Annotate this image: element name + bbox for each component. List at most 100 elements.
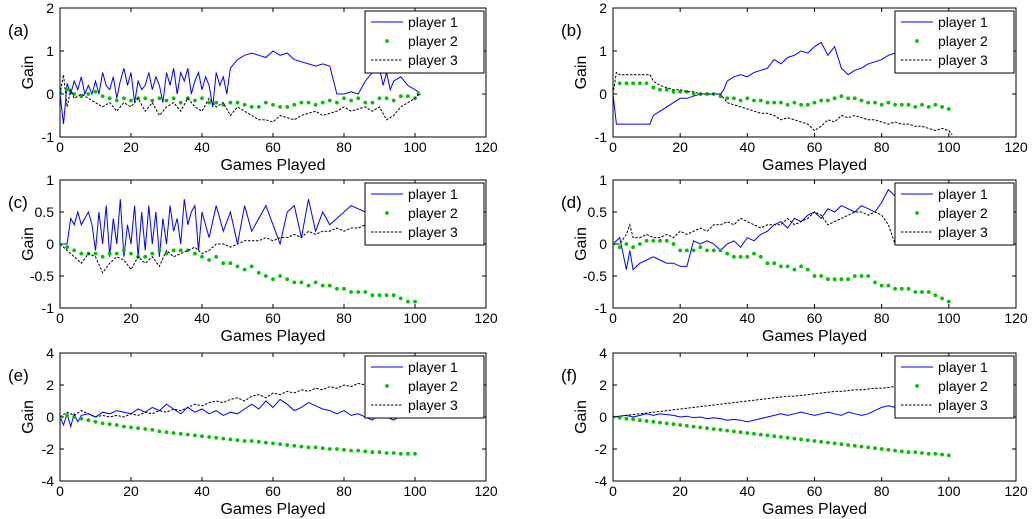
series-3-line [613,382,949,418]
data-point [752,98,756,103]
data-point [691,248,696,253]
data-point [214,100,219,105]
data-point [342,447,346,452]
legend: player 1 player 2 player 3 [894,182,1015,246]
data-point [79,94,84,99]
x-tick-label: 40 [194,483,210,499]
data-point [249,439,254,443]
data-point [207,258,212,262]
x-tick-label: 0 [56,139,64,155]
data-point [335,286,339,291]
data-point [129,425,133,430]
x-tick-label: 20 [123,483,139,499]
data-point [685,248,689,253]
data-point [805,438,810,443]
data-point [779,100,783,105]
y-axis-title: Gain [573,227,590,261]
x-tick-label: 60 [265,310,281,326]
data-point [200,254,204,259]
panel-label: (b) [561,21,582,40]
data-point [256,439,261,444]
data-point [940,296,944,301]
data-point [107,96,112,101]
data-point [349,448,353,453]
data-point [398,296,403,301]
data-point [631,81,635,86]
data-point [812,274,817,278]
legend-box [364,182,485,246]
data-point [664,87,669,92]
data-point [256,270,261,275]
data-point [886,447,891,452]
series-3-line [613,71,953,136]
data-point [651,419,656,424]
series-2-markers [60,87,421,109]
data-point [370,100,375,105]
data-point [852,96,857,101]
data-point [745,431,750,435]
data-point [200,96,204,101]
series-group [613,41,953,136]
data-point [249,105,254,109]
data-point [805,267,810,272]
data-point [933,293,938,298]
data-point [242,267,247,272]
legend: player 1 player 2 player 3 [894,10,1015,74]
data-point [617,245,622,250]
data-point [879,102,884,107]
data-point [745,254,750,259]
data-point [772,434,777,439]
data-point [214,435,219,440]
legend-entry: player 1 [408,359,458,375]
data-point [107,422,112,427]
panel-label: (c) [8,193,28,212]
data-point [242,439,247,443]
data-point [886,283,891,288]
series-2-markers [613,238,951,304]
series-1-line [60,398,416,429]
data-point [873,280,877,285]
data-point [193,98,197,103]
data-point [926,105,931,109]
data-point [342,96,346,101]
data-point [398,94,403,99]
data-point [792,267,797,272]
data-point [114,251,119,256]
data-point [363,290,368,294]
data-point [377,450,382,455]
data-point [235,438,240,443]
panel-e: 0 20 40 60 80 100 120 -4 -2 0 2 4 Games Played Gain (e… [8,345,498,518]
data-point [725,251,730,256]
x-tick-label: 80 [336,139,352,155]
data-point [327,447,332,451]
data-point [745,96,750,101]
legend-entry: player 2 [938,205,988,221]
data-point [779,264,783,269]
data-point [228,261,233,266]
panel-label: (a) [8,21,29,40]
data-point [178,431,183,436]
data-point [866,100,871,105]
data-point [819,439,824,444]
series-group [613,188,951,304]
x-tick-label: 20 [672,310,688,326]
x-tick-label: 120 [474,139,498,155]
legend-box [364,10,485,74]
data-point [285,277,290,282]
data-point [926,451,931,456]
data-point [826,440,830,445]
x-axis-title: Games Played [221,157,326,174]
data-point [264,440,268,445]
y-tick-label: 0 [46,236,54,252]
x-tick-label: 20 [672,139,688,155]
data-point [143,254,148,259]
legend-marker [915,211,919,215]
x-tick-label: 80 [336,483,352,499]
data-point [171,431,176,435]
data-point [879,447,884,451]
x-tick-label: 40 [740,139,756,155]
data-point [852,443,857,448]
y-axis-title: Gain [573,56,590,90]
data-point [685,423,689,428]
x-tick-label: 40 [194,310,210,326]
